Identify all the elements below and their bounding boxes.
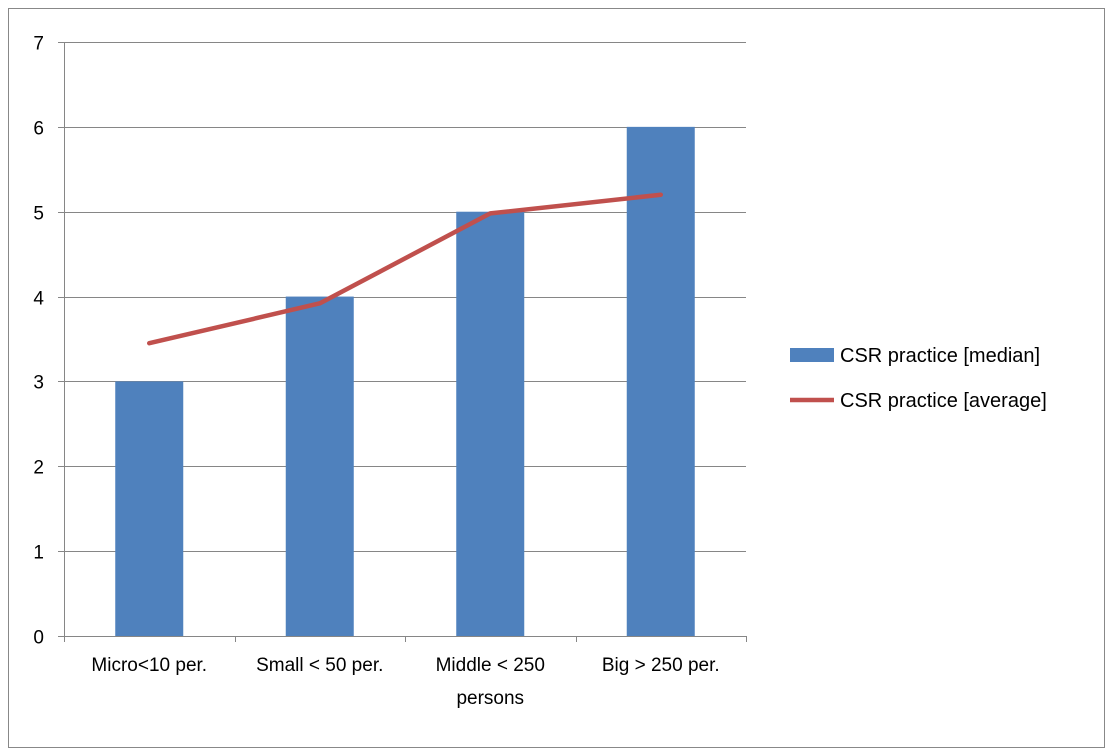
y-tick-label: 1 bbox=[33, 543, 44, 564]
chart-frame bbox=[8, 8, 1105, 748]
bar bbox=[115, 381, 184, 636]
legend-entry-label: CSR practice [median] bbox=[840, 345, 1040, 367]
legend-entry-label: CSR practice [average] bbox=[840, 390, 1047, 412]
x-tick-label: Middle < 250 persons bbox=[436, 655, 545, 709]
y-tick-label: 2 bbox=[33, 458, 44, 479]
x-tick-labels: Micro<10 per. Small < 50 per. Middle < 250… bbox=[91, 655, 719, 709]
x-tick-label: Small < 50 per. bbox=[256, 655, 383, 676]
bar bbox=[456, 211, 525, 636]
y-tick-label: 4 bbox=[33, 289, 44, 310]
y-tick-label: 6 bbox=[33, 119, 44, 140]
y-tick-label: 3 bbox=[33, 373, 44, 394]
y-tick-label: 0 bbox=[33, 628, 44, 649]
bar-series bbox=[115, 126, 695, 636]
bar bbox=[285, 296, 354, 636]
bar bbox=[626, 126, 695, 636]
series-line bbox=[147, 192, 663, 346]
combo-chart: 0 1 2 3 4 5 6 7 Micro<10 per. Small < 50 per. Mid… bbox=[33, 34, 1047, 710]
y-tick-label: 5 bbox=[33, 204, 44, 225]
x-tick-label: Micro<10 per. bbox=[91, 655, 207, 676]
y-tick-labels: 0 1 2 3 4 5 6 7 bbox=[33, 34, 44, 649]
axes bbox=[58, 42, 747, 642]
y-tick-label: 7 bbox=[33, 34, 44, 55]
line-series bbox=[147, 192, 663, 346]
legend-swatch-median bbox=[790, 348, 834, 362]
x-tick-label: Big > 250 per. bbox=[602, 655, 720, 676]
legend: CSR practice [median] CSR practice [avera… bbox=[790, 345, 1047, 412]
